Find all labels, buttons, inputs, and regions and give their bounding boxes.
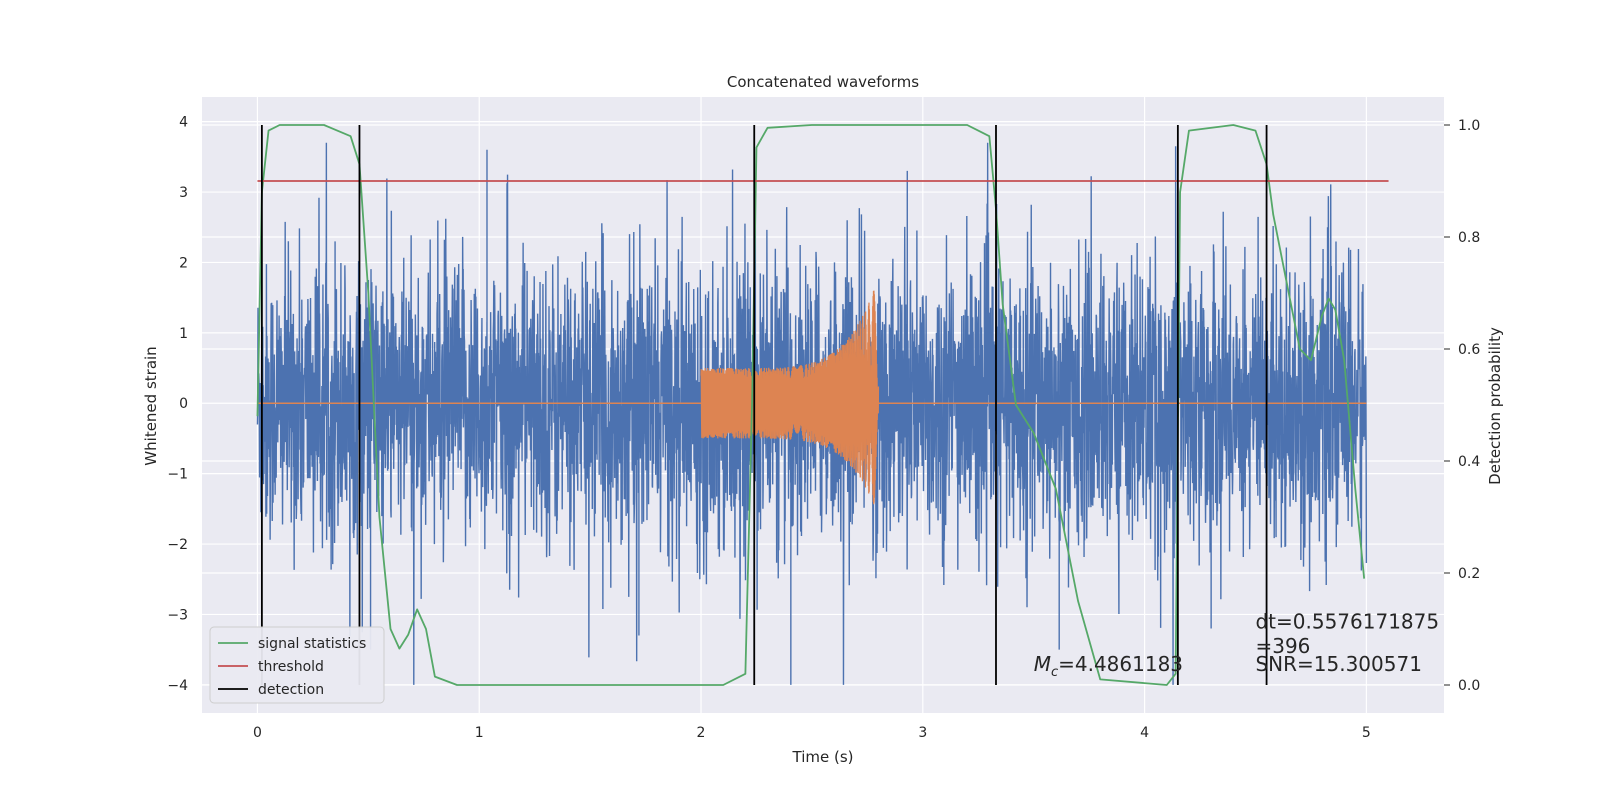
x-tick-label: 1	[475, 725, 484, 741]
x-tick-label: 2	[697, 725, 706, 741]
axes-layer: 0 1 2 3 4 5 −4 −3 −2 −1 0 1 2 3 4 0.0 0.2 0.4 0.6 0.8 1.0	[167, 115, 1480, 741]
y-tick-label: −4	[167, 678, 188, 694]
y-tick-label: 2	[179, 255, 188, 271]
legend-box	[209, 626, 385, 704]
chart-title: Concatenated waveforms	[727, 73, 919, 91]
x-tick-label: 5	[1362, 725, 1371, 741]
annotation-text: dt=0.5576171875	[1255, 610, 1439, 634]
data-layer	[256, 124, 1389, 686]
x-axis-label: Time (s)	[792, 748, 854, 766]
y2-tick-label: 0.8	[1458, 230, 1480, 246]
y2-tick-label: 0.4	[1458, 454, 1480, 470]
signal-statistics-line	[256, 124, 1366, 686]
y-tick-label: 4	[179, 115, 188, 131]
y2-tick-label: 0.2	[1458, 566, 1480, 582]
annotation-text: =396	[1255, 634, 1310, 658]
y-tick-label: 0	[179, 396, 188, 412]
y2-axis-label: Detection probability	[1486, 327, 1504, 485]
y2-tick-label: 0.0	[1458, 678, 1480, 694]
annotation-text: Mc=4.4861183	[1034, 652, 1183, 680]
annotations: Mc=4.4861183 dt=0.5576171875 =396SNR=15.3…	[1034, 610, 1439, 680]
legend-label: threshold	[258, 659, 324, 675]
y2-tick-label: 0.6	[1458, 342, 1480, 358]
legend-label: detection	[258, 682, 324, 698]
legend-label: signal statistics	[258, 636, 366, 652]
y-tick-label: −2	[167, 537, 188, 553]
y-tick-label: −3	[167, 607, 188, 623]
x-tick-label: 4	[1140, 725, 1149, 741]
legend: signal statistics threshold detection	[209, 626, 385, 704]
injected-chirp-series	[700, 290, 880, 505]
strain-series	[256, 142, 1368, 685]
y-tick-label: 3	[179, 185, 188, 201]
plot-series	[256, 124, 1389, 686]
y-tick-label: 1	[179, 326, 188, 342]
x-tick-label: 0	[253, 725, 262, 741]
y2-tick-label: 1.0	[1458, 118, 1480, 134]
y-axis-label: Whitened strain	[142, 346, 160, 465]
annotation-text: SNR=15.300571	[1255, 652, 1421, 676]
y-tick-label: −1	[167, 467, 188, 483]
x-tick-label: 3	[918, 725, 927, 741]
